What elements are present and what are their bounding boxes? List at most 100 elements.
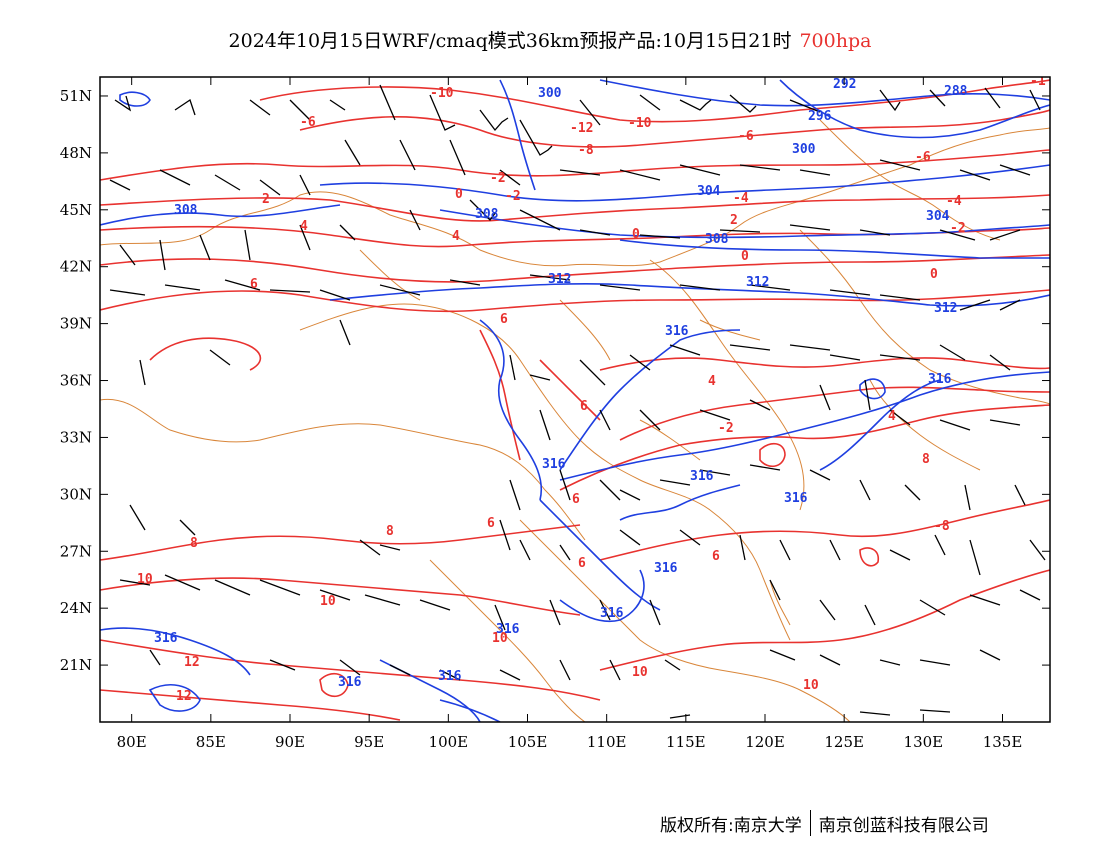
plot-frame bbox=[99, 76, 1051, 723]
temp-label: 8 bbox=[922, 452, 930, 467]
temp-label: 0 bbox=[930, 267, 938, 282]
height-label: 316 bbox=[654, 561, 678, 576]
height-label: 308 bbox=[705, 232, 729, 247]
temp-label: 4 bbox=[888, 409, 896, 424]
lat-label: 24N bbox=[60, 599, 92, 617]
temp-label: 0 bbox=[632, 227, 640, 242]
lat-label: 45N bbox=[60, 201, 92, 219]
height-label: 316 bbox=[154, 631, 178, 646]
temp-label: -6 bbox=[300, 115, 316, 130]
temp-label: -4 bbox=[733, 191, 749, 206]
lat-label: 33N bbox=[60, 428, 92, 446]
lon-label: 95E bbox=[354, 733, 384, 751]
temp-label: -6 bbox=[738, 129, 754, 144]
temp-label: 10 bbox=[137, 572, 153, 587]
lon-label: 85E bbox=[196, 733, 226, 751]
height-contours bbox=[100, 79, 1050, 722]
temp-label: 10 bbox=[320, 594, 336, 609]
temp-label: -2 bbox=[490, 171, 506, 186]
temp-label: -10 bbox=[430, 86, 454, 101]
height-label: 316 bbox=[784, 491, 808, 506]
lon-label: 100E bbox=[429, 733, 469, 751]
height-label: 316 bbox=[338, 675, 362, 690]
lon-label: 130E bbox=[904, 733, 944, 751]
lon-label: 120E bbox=[745, 733, 785, 751]
height-label: 312 bbox=[548, 272, 571, 287]
longitude-axis: 80E 85E 90E 95E 100E 105E 110E 115E 120E 125E 130E… bbox=[117, 77, 1023, 751]
temp-label: 8 bbox=[190, 536, 198, 551]
lat-label: 27N bbox=[60, 542, 92, 560]
footer-separator bbox=[809, 810, 811, 836]
lat-label: 39N bbox=[60, 315, 92, 333]
height-label: 316 bbox=[542, 457, 566, 472]
temp-label: 6 bbox=[250, 277, 258, 292]
lon-label: 90E bbox=[275, 733, 305, 751]
temp-label: 0 bbox=[741, 249, 749, 264]
lon-label: 135E bbox=[983, 733, 1023, 751]
temp-label: -4 bbox=[946, 194, 962, 209]
height-label: 316 bbox=[690, 469, 714, 484]
latitude-axis: 51N 48N 45N 42N 39N 36N 33N 30N 27N 24N 21N bbox=[60, 87, 1050, 674]
lon-label: 105E bbox=[508, 733, 548, 751]
temp-label: 12 bbox=[176, 689, 192, 704]
lon-label: 125E bbox=[824, 733, 864, 751]
temp-label: -10 bbox=[628, 116, 652, 131]
lon-label: 115E bbox=[666, 733, 706, 751]
temp-label: 2 bbox=[730, 213, 738, 228]
copyright-left: 版权所有:南京大学 bbox=[660, 815, 802, 836]
temp-label: 4 bbox=[708, 374, 716, 389]
temp-label: 6 bbox=[578, 556, 586, 571]
temp-label: -8 bbox=[934, 519, 950, 534]
title-main: 2024年10月15日WRF/cmaq模式36km预报产品:10月15日21时 bbox=[228, 30, 792, 52]
lat-label: 51N bbox=[60, 87, 92, 105]
temp-label: -1 bbox=[1030, 74, 1046, 89]
temp-label: 6 bbox=[500, 312, 508, 327]
height-label: 304 bbox=[926, 209, 950, 224]
copyright-footer: 版权所有:南京大学 南京创蓝科技有限公司 bbox=[660, 810, 989, 836]
temperature-contours bbox=[100, 79, 1050, 721]
height-label: 312 bbox=[934, 301, 957, 316]
temp-label: -6 bbox=[915, 150, 931, 165]
height-label: 316 bbox=[600, 606, 624, 621]
height-label: 288 bbox=[944, 84, 968, 99]
temperature-labels: -10 -12 -10 -8 -6 -6 -6 -4 -4 -2 -2 0 0 … bbox=[137, 74, 1046, 704]
lat-label: 21N bbox=[60, 656, 92, 674]
temp-label: -2 bbox=[505, 189, 521, 204]
temp-label: 6 bbox=[487, 516, 495, 531]
temp-label: -2 bbox=[950, 221, 966, 236]
temp-label: 6 bbox=[580, 399, 588, 414]
temp-label: 8 bbox=[386, 524, 394, 539]
height-label: 296 bbox=[808, 109, 832, 124]
height-label: 300 bbox=[538, 86, 562, 101]
temp-label: -2 bbox=[718, 421, 734, 436]
temp-label: 12 bbox=[184, 655, 200, 670]
height-label: 316 bbox=[665, 324, 689, 339]
temp-label: -12 bbox=[570, 121, 593, 136]
height-label: 316 bbox=[496, 622, 520, 637]
temp-label: 6 bbox=[712, 549, 720, 564]
wind-barbs bbox=[109, 84, 1046, 719]
temp-label: 2 bbox=[262, 192, 270, 207]
height-label: 292 bbox=[833, 77, 856, 92]
temp-label: 4 bbox=[452, 229, 460, 244]
temp-label: 4 bbox=[300, 219, 308, 234]
height-label: 308 bbox=[174, 203, 198, 218]
lat-label: 48N bbox=[60, 144, 92, 162]
height-label: 300 bbox=[792, 142, 816, 157]
height-label: 312 bbox=[746, 275, 769, 290]
temp-label: 10 bbox=[803, 678, 819, 693]
lat-label: 36N bbox=[60, 372, 92, 390]
height-labels: 300 292 288 296 300 304 304 308 308 308 … bbox=[154, 77, 968, 690]
height-label: 304 bbox=[697, 184, 721, 199]
map-title: 2024年10月15日WRF/cmaq模式36km预报产品:10月15日21时 7… bbox=[0, 26, 1100, 53]
temp-label: 6 bbox=[572, 492, 580, 507]
pressure-level: 700hpa bbox=[799, 30, 872, 52]
temp-label: 10 bbox=[632, 665, 648, 680]
temp-label: 0 bbox=[455, 187, 463, 202]
lat-label: 30N bbox=[60, 485, 92, 503]
lat-label: 42N bbox=[60, 258, 92, 276]
lon-label: 80E bbox=[117, 733, 147, 751]
height-label: 308 bbox=[475, 207, 499, 222]
temp-label: -8 bbox=[578, 143, 594, 158]
